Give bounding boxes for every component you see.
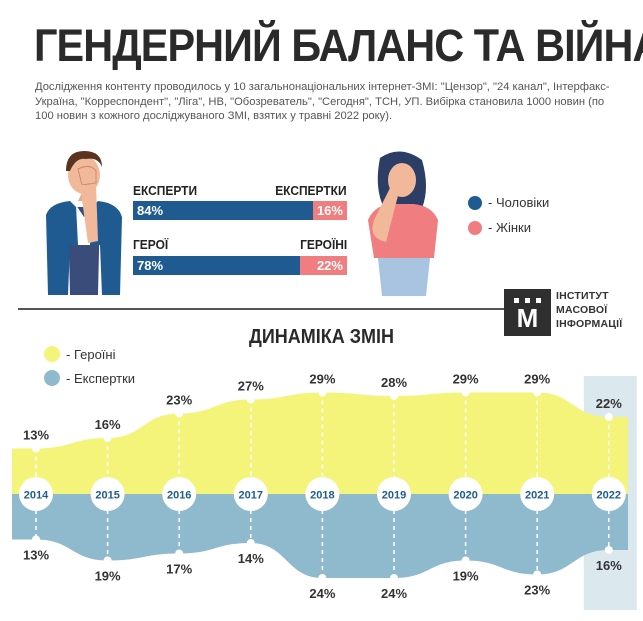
point-heroines xyxy=(103,434,112,442)
data-label-experts-women: 13% xyxy=(23,548,49,563)
point-experts-women xyxy=(175,549,184,558)
point-experts-women xyxy=(604,546,613,554)
year-label: 2021 xyxy=(525,490,549,502)
legend-item-heroines: - Героїні xyxy=(44,346,115,362)
year-label: 2015 xyxy=(95,490,119,502)
page-title: ГЕНДЕРНИЙ БАЛАНС ТА ВІЙНА xyxy=(34,20,643,71)
logo-line: ІНФОРМАЦІЇ xyxy=(556,318,623,330)
bar-left-label: ГЕРОЇ xyxy=(133,237,169,252)
legend-label: - Експертки xyxy=(66,370,136,386)
data-label-experts-women: 17% xyxy=(166,562,192,577)
year-marker xyxy=(448,477,483,511)
year-marker xyxy=(305,477,340,511)
bar-left-label: ЕКСПЕРТИ xyxy=(133,183,198,198)
legend-dot xyxy=(44,346,60,362)
logo-line: ІНСТИТУТ xyxy=(556,290,609,302)
intro-text: Дослідження контенту проводилось у 10 за… xyxy=(35,81,610,122)
point-experts-women xyxy=(390,574,398,582)
year-marker xyxy=(377,477,411,511)
point-experts-women xyxy=(32,535,40,544)
data-label-heroines: 29% xyxy=(309,372,335,387)
point-heroines xyxy=(461,388,470,397)
bar-right-label: ЕКСПЕРТКИ xyxy=(275,183,347,198)
woman-illustration xyxy=(368,151,438,296)
area-experts-women xyxy=(12,494,628,578)
legend-label: - Жінки xyxy=(488,220,531,235)
data-label-heroines: 16% xyxy=(95,417,121,432)
point-experts-women xyxy=(103,556,112,565)
data-label-experts-women: 24% xyxy=(309,586,335,601)
legend-dot xyxy=(44,370,60,386)
legend-label: - Чоловіки xyxy=(488,195,550,210)
year-label: 2017 xyxy=(239,490,263,502)
year-label: 2014 xyxy=(24,490,49,502)
year-marker xyxy=(233,477,268,511)
data-label-experts-women: 24% xyxy=(381,586,407,601)
year-marker xyxy=(90,477,125,511)
point-heroines xyxy=(533,388,542,397)
legend-item-experts-women: - Експертки xyxy=(44,370,135,386)
legend-dot xyxy=(468,195,482,210)
section-divider xyxy=(18,308,506,310)
data-label-heroines: 22% xyxy=(596,396,622,411)
point-experts-women xyxy=(246,539,255,547)
year-label: 2020 xyxy=(453,490,477,502)
bar-right-label: ГЕРОЇНІ xyxy=(299,237,347,252)
legend-item-women: - Жінки xyxy=(468,220,531,235)
point-heroines xyxy=(318,388,327,397)
data-label-experts-women: 14% xyxy=(238,551,264,566)
experts-men-segment: 84% xyxy=(133,201,313,220)
data-label-heroines: 13% xyxy=(23,428,49,443)
experts-bar: 84% 16% xyxy=(133,201,347,220)
legend-item-men: - Чоловіки xyxy=(468,195,549,210)
point-heroines xyxy=(390,392,398,400)
point-heroines xyxy=(604,413,613,421)
institute-logo: M ІНСТИТУТ МАСОВОЇ ІНФОРМАЦІЇ xyxy=(504,289,622,336)
year-label: 2019 xyxy=(382,490,406,502)
point-experts-women xyxy=(461,556,470,565)
data-label-experts-women: 19% xyxy=(453,569,479,584)
year-marker xyxy=(19,477,53,511)
data-label-experts-women: 19% xyxy=(95,569,121,584)
logo-line: МАСОВОЇ xyxy=(556,304,608,316)
point-experts-women xyxy=(533,570,542,579)
point-heroines xyxy=(32,444,40,453)
year-marker xyxy=(162,477,197,511)
logo-text: ІНСТИТУТ МАСОВОЇ ІНФОРМАЦІЇ xyxy=(556,289,622,331)
data-label-heroines: 29% xyxy=(453,372,479,387)
heroes-men-segment: 78% xyxy=(133,256,300,275)
point-heroines xyxy=(175,409,184,418)
year-marker xyxy=(520,477,555,511)
area-heroines xyxy=(12,392,628,494)
data-label-experts-women: 23% xyxy=(524,583,550,598)
legend-dot xyxy=(468,220,482,235)
year-label: 2018 xyxy=(310,490,334,502)
data-label-heroines: 29% xyxy=(524,372,550,387)
data-label-experts-women: 16% xyxy=(596,558,622,573)
heroes-women-segment: 22% xyxy=(299,256,347,275)
chart-subtitle: ДИНАМІКА ЗМІН xyxy=(248,326,395,348)
man-illustration xyxy=(46,151,122,295)
year-marker xyxy=(591,477,626,511)
logo-letter: M xyxy=(516,303,539,333)
point-heroines xyxy=(246,395,255,404)
logo-mark: M xyxy=(504,289,551,336)
data-label-heroines: 27% xyxy=(238,379,264,394)
year-label: 2022 xyxy=(597,490,621,502)
data-label-heroines: 23% xyxy=(166,393,192,408)
heroes-bar: 78% 22% xyxy=(133,256,347,275)
legend-label: - Героїні xyxy=(66,346,116,362)
data-label-heroines: 28% xyxy=(381,375,407,390)
year-label: 2016 xyxy=(167,490,191,502)
point-experts-women xyxy=(318,574,327,582)
experts-women-segment: 16% xyxy=(312,201,347,220)
